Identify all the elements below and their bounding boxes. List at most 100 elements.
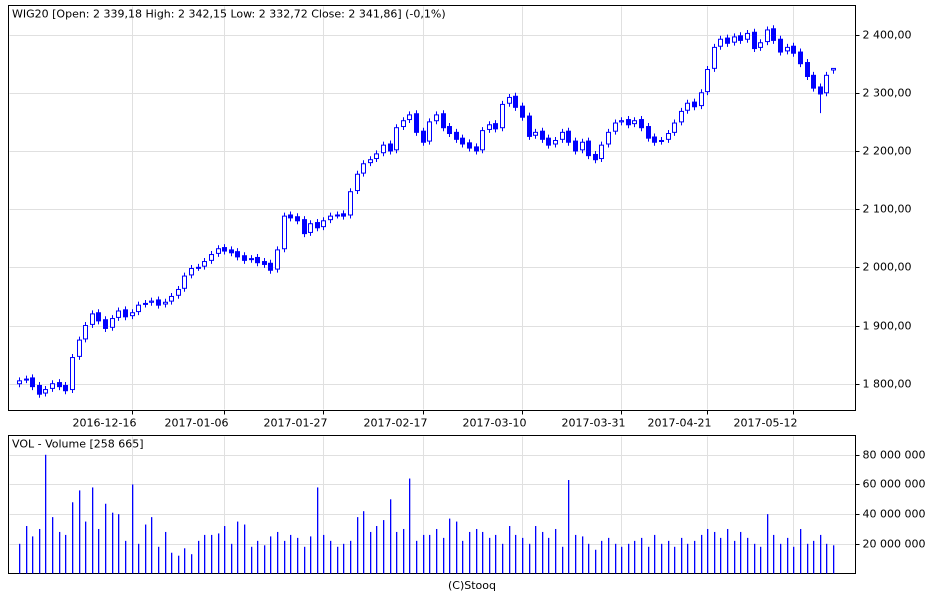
candle-body [308,223,313,233]
candle-body [355,173,360,192]
candle-body [63,384,68,392]
volume-bar [323,534,325,574]
volume-bar [383,520,385,574]
volume-bar [813,540,815,574]
candle-body [580,141,585,151]
candle-body [96,312,101,322]
volume-bar [218,533,220,574]
candle-body [381,144,386,154]
candle-body [37,384,42,395]
candle-body [692,101,697,108]
price-panel [8,5,856,411]
volume-bar [59,531,61,574]
candle-body [725,37,730,44]
candle-body [553,140,558,145]
candle-body [163,301,168,305]
y-tick-label: 2 400,00 [863,29,912,42]
volume-bar [290,534,292,574]
x-tick-label: 2017-04-21 [648,417,712,430]
y-tick-label: 80 000 000 [863,449,926,462]
volume-bar [687,543,689,574]
volume-bar [747,537,749,574]
candle-body [586,140,591,157]
candle-body [242,255,247,261]
volume-bar [548,537,550,574]
candle-body [17,380,22,385]
volume-bar [224,526,226,574]
volume-bar [773,534,775,574]
candle-body [421,130,426,143]
candle-body [176,288,181,296]
candle-body [533,131,538,136]
y-tick-label: 2 200,00 [863,145,912,158]
y-tick-label: 1 800,00 [863,378,912,391]
y-tick-label: 60 000 000 [863,478,926,491]
candle-body [613,122,618,132]
volume-bar [178,555,180,574]
volume-bar [515,534,517,574]
volume-bar [45,454,47,574]
volume-bar [330,540,332,574]
candle-body [771,28,776,41]
candle-body [348,191,353,216]
volume-bar [158,546,160,574]
candle-body [149,300,154,303]
volume-bar [317,487,319,574]
volume-bar [98,528,100,574]
volume-bar [674,546,676,574]
volume-bar [237,521,239,574]
candle-body [513,95,518,108]
volume-bar [826,543,828,574]
volume-bar [436,528,438,574]
volume-bar [191,554,193,574]
volume-bar [403,528,405,574]
volume-bar [608,537,610,574]
volume-bar [409,478,411,574]
candle-body [315,222,320,229]
volume-bar [264,545,266,574]
volume-bar [297,537,299,574]
y-tick-label: 40 000 000 [863,508,926,521]
candle-body [328,215,333,221]
volume-bar [337,546,339,574]
volume-bar [582,536,584,574]
volume-bar [376,526,378,574]
volume-bar [535,526,537,574]
candle-body [778,38,783,53]
x-tick-label: 2017-03-31 [562,417,626,430]
volume-bar [145,524,147,574]
volume-bar [65,534,67,574]
candle-body [262,261,267,265]
volume-bar [52,517,54,574]
volume-bar [522,537,524,574]
candle-body [659,140,664,142]
volume-bar [390,499,392,574]
candle-body [222,247,227,252]
x-tick-label: 2017-02-17 [364,417,428,430]
volume-bar [165,531,167,574]
candle-body [401,120,406,128]
candle-body [679,110,684,123]
candle-body [606,131,611,145]
candle-body [672,122,677,133]
candle-body [123,309,128,318]
volume-bar [495,534,497,574]
volume-bar [482,531,484,574]
volume-bar [72,502,74,574]
candle-body [818,86,823,95]
candle-body [474,146,479,152]
candle-body [493,123,498,130]
x-tick-label: 2017-05-12 [734,417,798,430]
volume-bar [396,531,398,574]
volume-bar [555,528,557,574]
volume-bar [257,540,259,574]
volume-bar [211,534,213,574]
volume-bar [601,540,603,574]
candle-body [646,126,651,139]
candle-body [295,216,300,222]
candle-body [732,36,737,43]
candle-body [811,74,816,89]
volume-bar [79,490,81,574]
volume-bar [343,543,345,574]
